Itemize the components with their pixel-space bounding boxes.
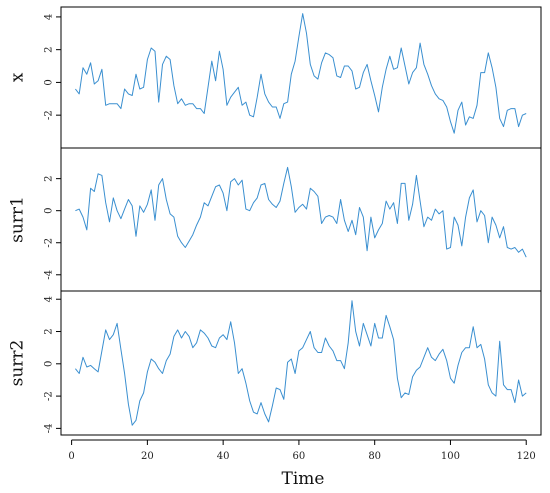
x-tick-label: 80 xyxy=(368,451,381,462)
panel-label-x: x xyxy=(8,72,28,82)
x-tick-label: 60 xyxy=(293,451,306,462)
y-tick-label-x: 4 xyxy=(44,14,55,20)
y-tick-label-x: -2 xyxy=(44,110,55,120)
series-line-surr2 xyxy=(75,300,527,426)
y-tick-label-surr2: -2 xyxy=(44,391,55,401)
x-axis: 0 20 40 60 80 100 120 xyxy=(68,439,536,462)
series-line-x xyxy=(75,13,527,134)
y-tick-label-surr2: 4 xyxy=(44,296,55,302)
panel-surr1: -4 -2 0 2 surr1 xyxy=(8,147,542,292)
y-tick-label-surr2: -4 xyxy=(44,424,55,434)
y-tick-label-surr2: 0 xyxy=(44,361,55,367)
series-line-surr1 xyxy=(75,166,527,258)
panel-frame-surr2 xyxy=(60,290,542,436)
panel-x: -2 0 2 4 x xyxy=(8,6,542,149)
y-tick-label-surr1: 0 xyxy=(44,207,55,213)
panel-frame-surr1 xyxy=(60,147,542,292)
x-axis-title: Time xyxy=(282,469,325,489)
x-tick-label: 120 xyxy=(517,451,536,462)
y-tick-label-surr1: -4 xyxy=(44,270,55,280)
y-tick-label-x: 0 xyxy=(44,79,55,85)
y-tick-label-surr1: 2 xyxy=(44,175,55,181)
y-tick-label-x: 2 xyxy=(44,46,55,52)
x-tick-label: 40 xyxy=(217,451,230,462)
panels-group: -2 0 2 4 x -4 -2 0 2 surr1 -4 -2 0 2 4 surr2 xyxy=(8,6,542,436)
panel-label-surr1: surr1 xyxy=(8,196,28,243)
panel-surr2: -4 -2 0 2 4 surr2 xyxy=(8,290,542,436)
x-tick-label: 100 xyxy=(441,451,460,462)
y-tick-label-surr1: -2 xyxy=(44,238,55,248)
x-tick-label: 0 xyxy=(68,451,74,462)
y-tick-label-surr2: 2 xyxy=(44,328,55,334)
panel-label-surr2: surr2 xyxy=(8,340,28,387)
panel-frame-x xyxy=(60,6,542,149)
x-tick-label: 20 xyxy=(141,451,154,462)
